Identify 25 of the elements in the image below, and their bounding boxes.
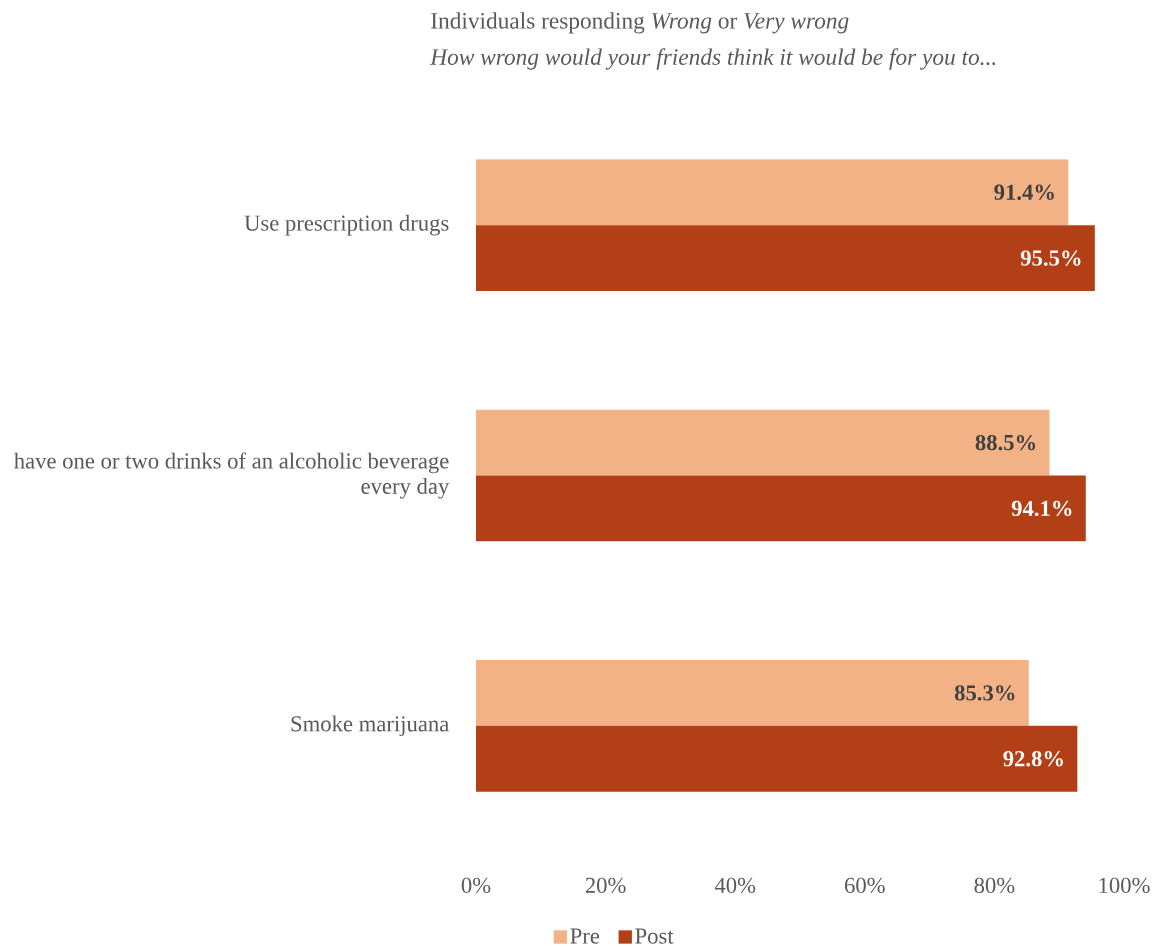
bar <box>476 660 1029 726</box>
y-tick-label: Use prescription drugs <box>244 214 449 236</box>
legend-label: Post <box>635 928 674 944</box>
y-tick-label: Smoke marijuana <box>291 715 449 737</box>
bar <box>476 159 1069 226</box>
data-label: 85.3% <box>954 685 1015 701</box>
legend-label: Pre <box>570 928 600 944</box>
data-label: 92.8% <box>1003 751 1063 767</box>
x-tick-label: 100% <box>1099 877 1150 894</box>
x-tick-label: 0% <box>461 877 491 894</box>
bar <box>476 725 1078 792</box>
data-label: 94.1% <box>1011 500 1072 517</box>
bar <box>476 225 1095 292</box>
data-label: 91.4% <box>994 184 1054 200</box>
x-tick-label: 60% <box>845 877 885 894</box>
x-tick-label: 80% <box>974 877 1015 894</box>
bar <box>476 475 1086 542</box>
y-tick-label: have one or two drinks of an alcoholic beverage every day <box>13 452 450 499</box>
data-label: 88.5% <box>975 434 1036 451</box>
x-tick-label: 40% <box>714 877 756 894</box>
chart-title: Individuals responding Wrong or Very wrong <box>431 12 849 34</box>
bar <box>476 409 1050 476</box>
chart-subtitle: How wrong would your friends think it would be for you to... <box>430 48 996 70</box>
data-label: 95.5% <box>1020 250 1081 266</box>
x-tick-label: 20% <box>585 877 626 894</box>
